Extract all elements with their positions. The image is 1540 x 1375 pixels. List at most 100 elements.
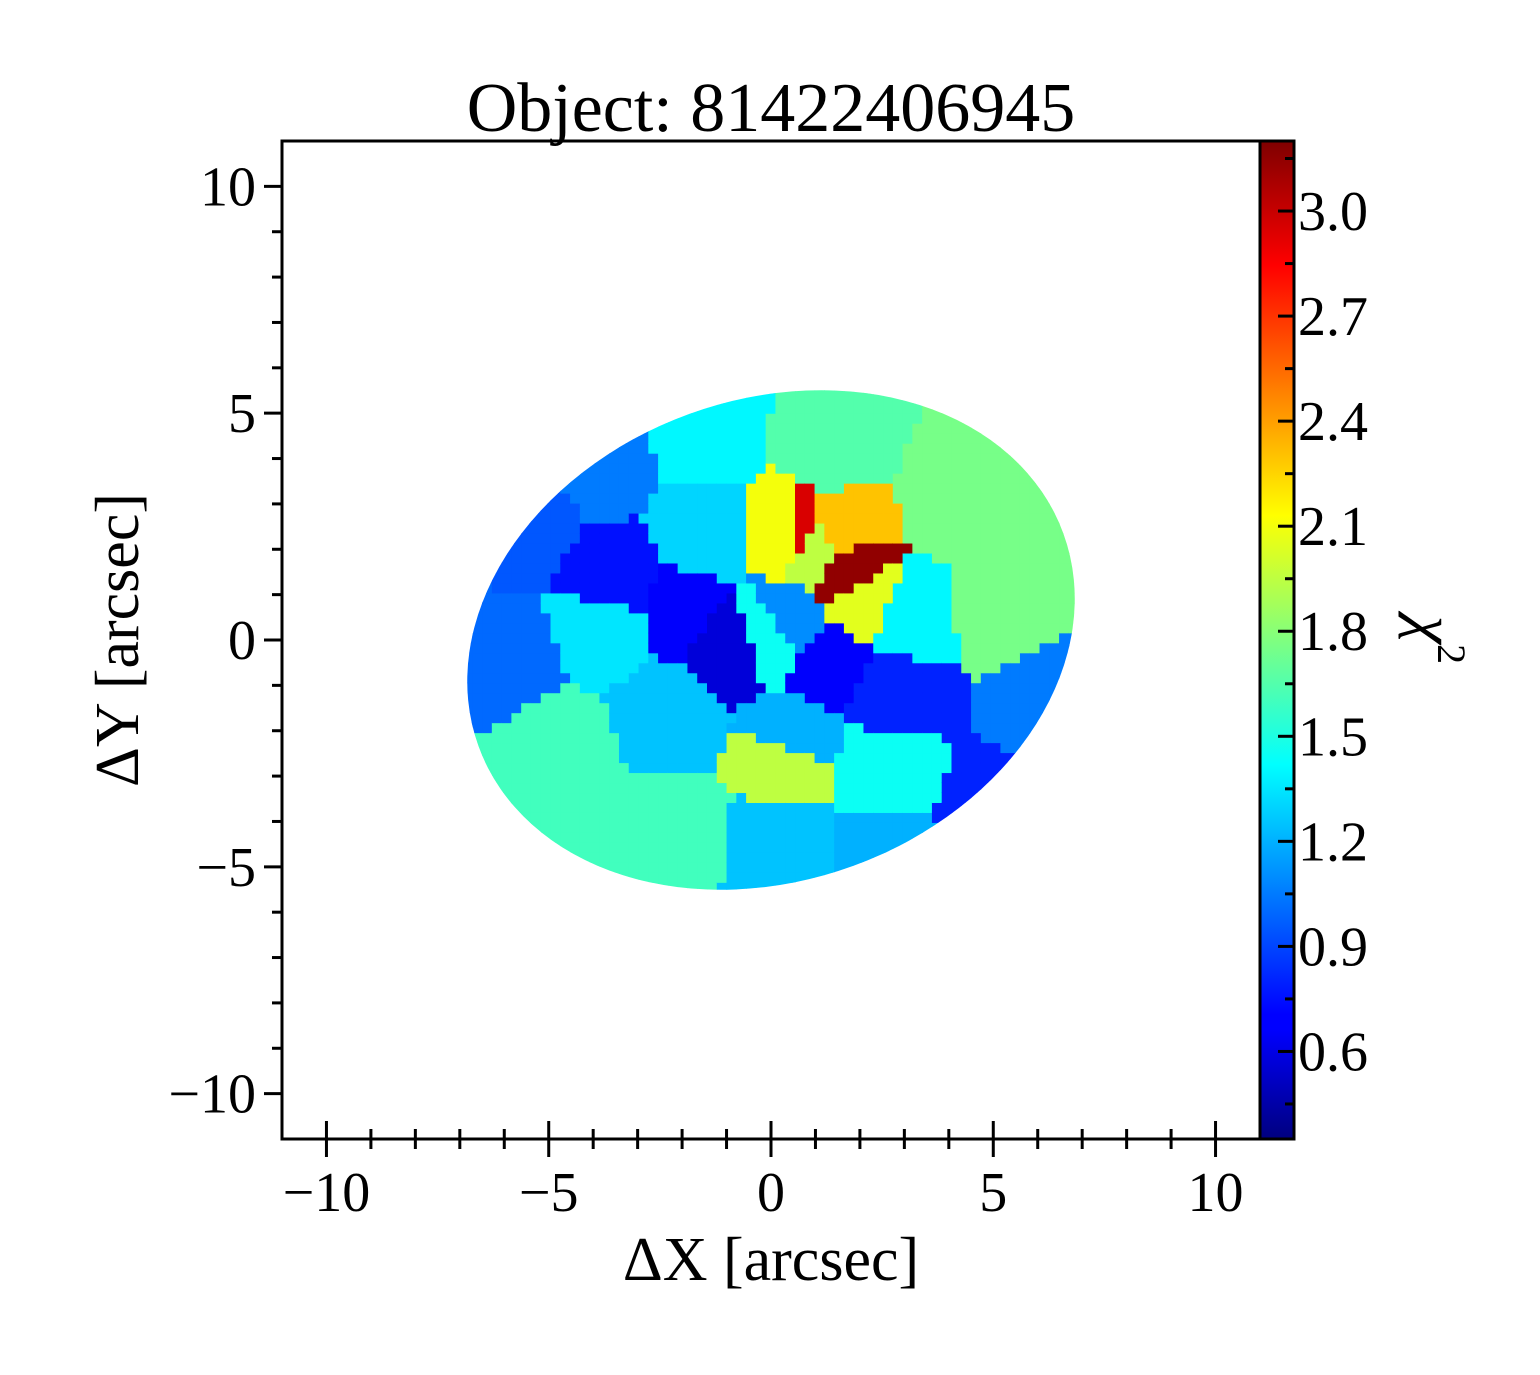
map-pixel: [941, 772, 953, 784]
map-pixel: [667, 772, 679, 784]
map-pixel: [628, 882, 640, 893]
map-pixel: [1019, 672, 1031, 684]
map-pixel: [472, 443, 483, 454]
map-pixel: [618, 413, 630, 424]
map-pixel: [599, 842, 610, 853]
map-pixel: [785, 842, 796, 853]
map-pixel: [931, 622, 943, 634]
map-pixel: [667, 483, 679, 494]
map-pixel: [687, 852, 698, 863]
map-pixel: [1010, 792, 1021, 803]
map-pixel: [1049, 902, 1060, 913]
map-pixel: [667, 493, 679, 504]
map-pixel: [1059, 403, 1070, 414]
map-pixel: [746, 832, 757, 843]
map-pixel: [1010, 503, 1021, 514]
map-pixel: [980, 832, 992, 843]
map-pixel: [677, 832, 689, 843]
map-pixel: [804, 473, 816, 484]
map-pixel: [579, 752, 591, 764]
map-pixel: [716, 772, 728, 784]
map-pixel: [638, 772, 649, 784]
map-pixel: [1088, 652, 1099, 664]
map-pixel: [677, 672, 689, 684]
map-pixel: [824, 423, 835, 434]
map-pixel: [736, 632, 747, 644]
map-pixel: [922, 752, 933, 764]
map-pixel: [892, 453, 904, 464]
map-pixel: [971, 622, 982, 634]
map-pixel: [1068, 722, 1080, 734]
map-pixel: [491, 532, 503, 544]
map-pixel: [462, 882, 473, 893]
map-pixel: [804, 493, 816, 504]
map-pixel: [628, 602, 640, 614]
map-pixel: [726, 393, 737, 404]
map-pixel: [462, 622, 473, 634]
map-pixel: [521, 732, 532, 744]
map-pixel: [1039, 612, 1050, 624]
map-pixel: [853, 473, 865, 484]
map-pixel: [560, 423, 571, 434]
map-pixel: [863, 532, 874, 544]
map-pixel: [755, 423, 767, 434]
map-pixel: [677, 892, 689, 903]
map-pixel: [912, 363, 923, 374]
map-pixel: [658, 602, 669, 614]
map-pixel: [863, 792, 874, 803]
map-pixel: [863, 882, 874, 893]
map-pixel: [472, 433, 483, 444]
map-pixel: [1039, 732, 1050, 744]
map-pixel: [922, 702, 933, 714]
map-pixel: [433, 512, 444, 524]
map-pixel: [1098, 483, 1109, 494]
map-pixel: [433, 872, 444, 883]
map-pixel: [1059, 592, 1070, 604]
map-pixel: [687, 652, 698, 664]
map-pixel: [716, 582, 728, 594]
map-pixel: [1000, 602, 1011, 614]
map-pixel: [521, 433, 532, 444]
map-pixel: [922, 682, 933, 694]
map-pixel: [609, 473, 620, 484]
map-pixel: [1029, 862, 1041, 873]
map-pixel: [433, 902, 444, 913]
map-pixel: [883, 552, 894, 564]
map-pixel: [530, 572, 542, 584]
map-pixel: [1098, 852, 1109, 863]
map-pixel: [1059, 423, 1070, 434]
colorbar-label-symbol: χ: [1398, 610, 1469, 646]
map-pixel: [1078, 792, 1090, 803]
map-pixel: [648, 852, 659, 863]
map-pixel: [511, 642, 522, 654]
map-pixel: [452, 473, 464, 484]
map-pixel: [1019, 772, 1031, 784]
map-pixel: [883, 762, 894, 774]
map-pixel: [853, 512, 865, 524]
map-pixel: [1088, 872, 1099, 883]
map-pixel: [716, 393, 728, 404]
map-pixel: [618, 872, 630, 883]
map-pixel: [570, 842, 581, 853]
map-pixel: [843, 503, 855, 514]
map-pixel: [589, 812, 601, 823]
map-pixel: [785, 413, 796, 424]
map-pixel: [1000, 862, 1011, 873]
map-pixel: [971, 772, 982, 784]
map-pixel: [785, 512, 796, 524]
map-pixel: [658, 373, 669, 384]
map-pixel: [677, 592, 689, 604]
map-pixel: [1000, 662, 1011, 674]
map-pixel: [785, 812, 796, 823]
map-pixel: [687, 862, 698, 873]
map-pixel: [706, 493, 718, 504]
map-pixel: [843, 453, 855, 464]
map-pixel: [1068, 483, 1080, 494]
map-pixel: [961, 512, 972, 524]
map-pixel: [462, 812, 473, 823]
map-pixel: [922, 602, 933, 614]
map-pixel: [491, 872, 503, 883]
map-pixel: [433, 473, 444, 484]
map-pixel: [1107, 443, 1119, 454]
map-pixel: [824, 792, 835, 803]
